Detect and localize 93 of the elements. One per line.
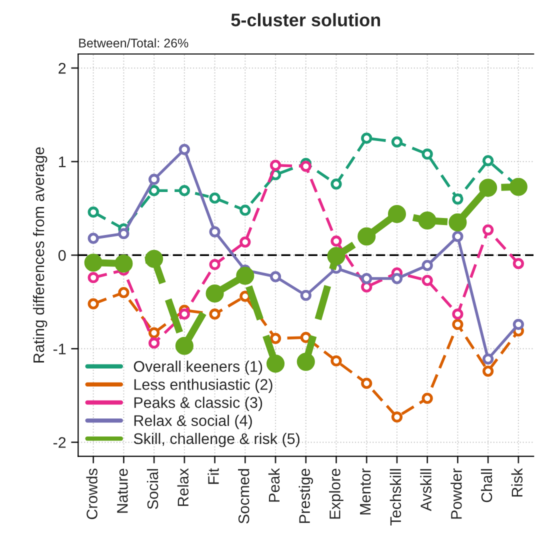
legend-label: Peaks & classic (3) — [134, 396, 262, 412]
point — [88, 206, 99, 218]
point — [452, 318, 464, 330]
point — [300, 332, 312, 344]
x-tick-label: Relax — [177, 468, 189, 506]
point — [512, 258, 524, 270]
point — [209, 226, 220, 238]
x-tick-label: Techskill — [390, 469, 402, 526]
point — [330, 236, 342, 247]
legend-label: Overall keeners (1) — [134, 360, 262, 375]
point — [148, 174, 160, 185]
y-tick-label: 2 — [58, 62, 66, 74]
point — [361, 281, 372, 293]
point — [452, 193, 464, 205]
point — [361, 132, 372, 144]
point — [175, 336, 194, 355]
point — [88, 232, 99, 244]
point — [178, 185, 190, 196]
point — [240, 204, 251, 216]
point — [209, 192, 220, 204]
point — [482, 155, 494, 166]
point — [391, 411, 403, 423]
x-tick-label: Nature — [117, 468, 128, 513]
point — [452, 230, 464, 242]
y-tick-label: -2 — [53, 437, 66, 448]
point — [209, 308, 220, 320]
y-tick-label: -1 — [53, 344, 66, 354]
point — [148, 338, 160, 349]
x-tick-label: Social — [146, 469, 158, 510]
point — [84, 254, 102, 272]
point — [118, 228, 130, 240]
point — [88, 272, 99, 284]
point — [330, 355, 342, 366]
point — [482, 366, 494, 377]
x-tick-label: Peak — [268, 468, 280, 502]
legend-label: Skill, challenge & risk (5) — [134, 432, 300, 448]
point — [148, 327, 160, 338]
x-tick-label: Powder — [450, 468, 462, 519]
point — [88, 298, 99, 310]
x-tick-label: Fit — [208, 468, 219, 484]
y-tick-label: 0 — [58, 250, 66, 261]
point — [482, 224, 494, 236]
point — [178, 308, 190, 320]
point — [240, 290, 251, 302]
point — [270, 160, 282, 171]
point — [118, 287, 130, 298]
point — [266, 354, 285, 373]
x-tick-label: Avskill — [420, 469, 432, 512]
point — [296, 352, 315, 371]
x-tick-label: Explore — [329, 468, 344, 519]
point — [452, 308, 464, 320]
point — [361, 378, 372, 389]
point — [391, 136, 403, 148]
point — [391, 272, 403, 284]
point — [482, 353, 494, 365]
point — [270, 271, 282, 282]
point — [270, 332, 282, 344]
point — [422, 148, 433, 160]
legend-label: Relax & social (4) — [134, 414, 252, 430]
x-tick-label: Mentor — [360, 468, 371, 514]
point — [300, 290, 312, 301]
point — [300, 160, 312, 172]
point — [240, 236, 251, 248]
point — [178, 144, 190, 155]
point — [148, 185, 160, 196]
point — [509, 178, 528, 196]
x-tick-label: Risk — [511, 468, 523, 497]
text: Between/Total: 26% — [79, 38, 188, 48]
point — [236, 266, 254, 285]
point — [114, 254, 133, 273]
y-axis-title: Rating differences from average — [32, 147, 48, 362]
point — [448, 213, 467, 232]
point — [361, 272, 372, 284]
point — [206, 284, 224, 303]
point — [479, 178, 498, 197]
point — [422, 274, 433, 286]
point — [327, 247, 346, 266]
point — [330, 178, 342, 190]
x-tick-label: Prestige — [298, 468, 314, 523]
x-tick-label: Socmed — [238, 469, 250, 524]
point — [422, 260, 433, 271]
point — [388, 204, 406, 224]
x-tick-label: Crowds — [86, 468, 98, 520]
point — [418, 212, 436, 230]
point — [512, 318, 524, 330]
legend-label: Less enthusiastic (2) — [134, 378, 272, 393]
chart-title: 5-cluster solution — [231, 13, 380, 26]
x-tick-label: Chall — [480, 469, 492, 502]
point — [145, 250, 164, 268]
point — [209, 258, 220, 270]
y-tick-label: 1 — [59, 156, 66, 168]
point — [358, 227, 376, 246]
point — [422, 392, 433, 404]
